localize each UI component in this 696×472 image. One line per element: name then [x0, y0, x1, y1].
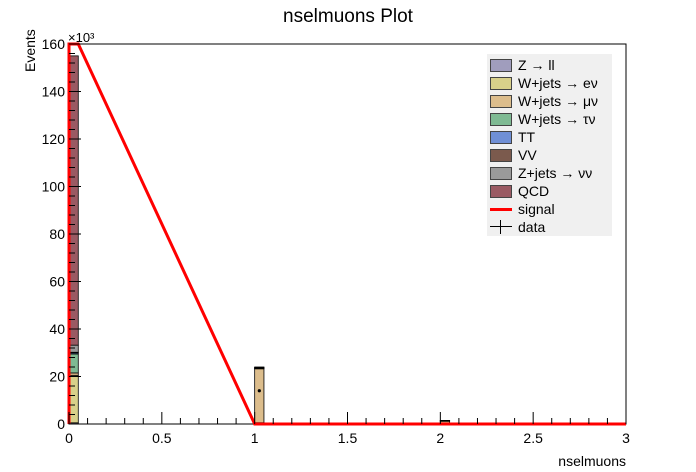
legend-label: signal — [518, 201, 555, 217]
legend-item-qcd: QCD — [490, 182, 612, 200]
legend-label: W+jets → eν — [518, 75, 598, 91]
legend-item-wjets-taunu: W+jets → τν — [490, 110, 612, 128]
y-tick-label: 140 — [42, 84, 66, 100]
x-tick-label: 2.5 — [523, 430, 543, 446]
legend: Z → ll W+jets → eν W+jets → μν W+jets → … — [487, 54, 612, 236]
x-tick-label: 0.5 — [152, 430, 172, 446]
y-tick-label: 0 — [57, 416, 65, 432]
legend-item-vv: VV — [490, 146, 612, 164]
legend-item-tt: TT — [490, 128, 612, 146]
legend-label: VV — [518, 147, 537, 163]
y-tick-label: 40 — [49, 321, 65, 337]
legend-label: TT — [518, 129, 536, 145]
x-tick-label: 3 — [622, 430, 630, 446]
legend-label: data — [518, 219, 546, 235]
y-tick-label: 120 — [42, 131, 66, 147]
legend-swatch — [490, 58, 512, 72]
legend-label: Z → ll — [518, 57, 555, 73]
x-tick-label: 1 — [251, 430, 259, 446]
y-axis-exponent: ×10³ — [68, 30, 95, 45]
y-tick-label: 100 — [42, 179, 66, 195]
x-tick-label: 2 — [436, 430, 444, 446]
legend-swatch — [490, 130, 512, 144]
x-tick-label: 0 — [65, 430, 73, 446]
legend-item-signal: signal — [490, 200, 612, 218]
legend-item-zjets-nunu: Z+jets → νν — [490, 164, 612, 182]
legend-label: W+jets → τν — [518, 111, 596, 127]
legend-swatch — [490, 184, 512, 198]
x-axis-label: nselmuons — [558, 453, 626, 469]
x-tick-label: 1.5 — [338, 430, 358, 446]
chart-title: nselmuons Plot — [283, 6, 413, 27]
y-tick-label: 160 — [42, 36, 66, 52]
y-tick-label: 80 — [49, 226, 65, 242]
legend-swatch — [490, 112, 512, 126]
legend-swatch — [490, 148, 512, 162]
legend-item-data: data — [490, 218, 612, 236]
legend-label: QCD — [518, 183, 550, 199]
y-axis-label: Events — [22, 29, 38, 72]
y-tick-label: 20 — [49, 369, 65, 385]
data-point — [257, 389, 261, 393]
legend-marker — [490, 220, 512, 234]
legend-item-wjets-enu: W+jets → eν — [490, 74, 612, 92]
legend-label: Z+jets → νν — [518, 165, 593, 181]
legend-line — [490, 207, 512, 211]
stack-bar-segment — [254, 368, 265, 424]
stack-bar-segment — [254, 366, 265, 368]
stack-bar-segment — [439, 420, 451, 422]
legend-item-wjets-munu: W+jets → μν — [490, 92, 612, 110]
legend-swatch — [490, 76, 512, 90]
legend-label: W+jets → μν — [518, 93, 599, 109]
legend-swatch — [490, 166, 512, 180]
legend-item-z-ll: Z → ll — [490, 56, 612, 74]
legend-swatch — [490, 94, 512, 108]
y-tick-label: 60 — [49, 274, 65, 290]
